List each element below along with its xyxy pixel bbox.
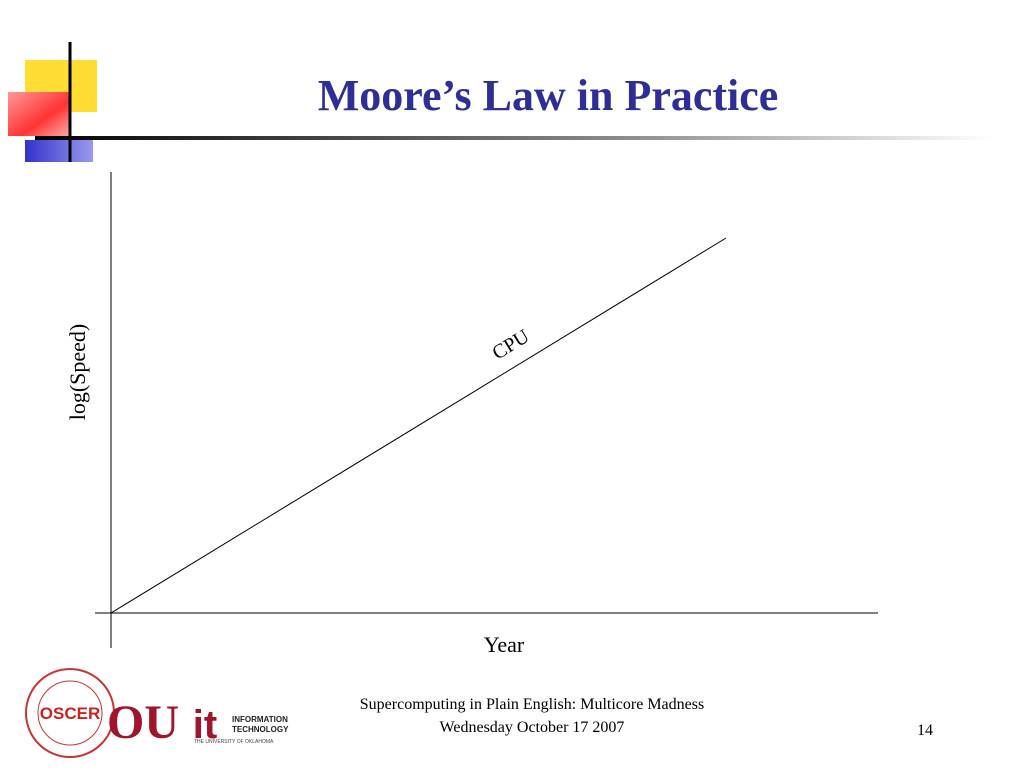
it-text: INFORMATION (232, 715, 288, 724)
it-logo: it (193, 703, 217, 747)
corner-decoration (8, 42, 995, 162)
oscer-text: OSCER (40, 704, 100, 723)
page-number: 14 (917, 722, 933, 739)
cpu-line (110, 237, 727, 614)
y-axis-label: log(Speed) (65, 324, 90, 421)
slide-title: Moore’s Law in Practice (318, 71, 779, 120)
it-text: TECHNOLOGY (232, 725, 289, 734)
oscer-seal-inner (37, 680, 103, 746)
ou-logo: OU (107, 696, 179, 749)
oscer-seal (25, 668, 115, 758)
it-text: THE UNIVERSITY OF OKLAHOMA (194, 739, 274, 745)
diagram (95, 172, 878, 648)
footer-line: Supercomputing in Plain English: Multico… (360, 696, 704, 713)
footer-line: Wednesday October 17 2007 (440, 719, 625, 736)
x-axis-label: Year (484, 632, 525, 657)
logos: OSCER OU it INFORMATION TECHNOLOGY THE U… (25, 668, 289, 758)
line-label: CPU (489, 325, 534, 364)
